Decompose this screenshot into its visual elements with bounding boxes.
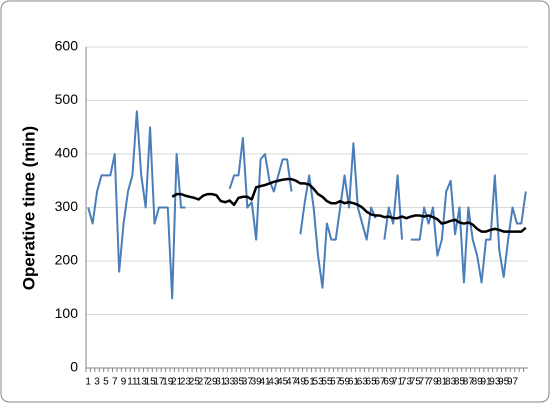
- line-series: [87, 110, 186, 300]
- x-tick-label: 41: [259, 377, 271, 388]
- y-tick-label: 0: [70, 359, 78, 375]
- x-tick-label: 49: [295, 377, 307, 388]
- x-tick-label: 21: [171, 377, 183, 388]
- y-tick-label: 600: [55, 38, 79, 54]
- x-tick-label: 53: [312, 377, 324, 388]
- x-tick-label: 15: [145, 377, 157, 388]
- x-tick-label: 57: [330, 377, 342, 388]
- x-tick-label: 27: [198, 377, 210, 388]
- y-tick-label: 400: [55, 145, 79, 161]
- x-tick-label: 17: [153, 377, 165, 388]
- x-tick-label: 87: [463, 377, 475, 388]
- x-tick-label: 35: [233, 377, 245, 388]
- x-tick-label: 59: [339, 377, 351, 388]
- x-tick-label: 29: [206, 377, 218, 388]
- x-tick-label: 3: [94, 377, 100, 388]
- x-tick-label: 67: [374, 377, 386, 388]
- x-tick-label: 77: [419, 377, 431, 388]
- y-axis-title: Operative time (min): [19, 126, 38, 290]
- x-tick-label: 81: [436, 377, 448, 388]
- x-tick-label: 31: [215, 377, 227, 388]
- x-tick-label: 71: [392, 377, 404, 388]
- line-series: [383, 174, 404, 240]
- line-series: [410, 174, 527, 284]
- x-tick-label: 97: [507, 377, 519, 388]
- x-tick-label: 91: [480, 377, 492, 388]
- x-tick-label: 75: [410, 377, 422, 388]
- x-tick-label: 7: [112, 377, 118, 388]
- x-tick-label: 25: [189, 377, 201, 388]
- x-tick-label: 63: [357, 377, 369, 388]
- x-tick-label: 39: [251, 377, 263, 388]
- line-series: [171, 177, 527, 233]
- x-tick-label: 55: [321, 377, 333, 388]
- x-tick-label: 19: [162, 377, 174, 388]
- x-tick-label: 95: [498, 377, 510, 388]
- x-tick-label: 83: [445, 377, 457, 388]
- x-tick-label: 69: [383, 377, 395, 388]
- y-tick-label: 500: [55, 91, 79, 107]
- x-tick-label: 79: [427, 377, 439, 388]
- x-tick-label: 37: [242, 377, 254, 388]
- x-tick-label: 65: [366, 377, 378, 388]
- x-tick-label: 61: [348, 377, 360, 388]
- y-tick-label: 300: [55, 198, 79, 214]
- x-tick-label: 9: [121, 377, 127, 388]
- x-tick-label: 89: [472, 377, 484, 388]
- x-tick-label: 93: [489, 377, 501, 388]
- y-tick-label: 100: [55, 305, 79, 321]
- y-tick-label: 200: [55, 252, 79, 268]
- x-tick-label: 1: [85, 377, 91, 388]
- x-tick-label: 23: [180, 377, 192, 388]
- x-tick-label: 11: [127, 377, 138, 388]
- x-tick-label: 13: [136, 377, 148, 388]
- line-series: [228, 136, 293, 241]
- x-tick-label: 33: [224, 377, 236, 388]
- x-tick-label: 43: [268, 377, 280, 388]
- x-tick-label: 51: [304, 377, 316, 388]
- x-tick-label: 47: [286, 377, 298, 388]
- line-series: [299, 142, 377, 289]
- x-tick-label: 5: [103, 377, 109, 388]
- x-tick-label: 45: [277, 377, 289, 388]
- x-tick-label: 73: [401, 377, 413, 388]
- x-tick-label: 85: [454, 377, 466, 388]
